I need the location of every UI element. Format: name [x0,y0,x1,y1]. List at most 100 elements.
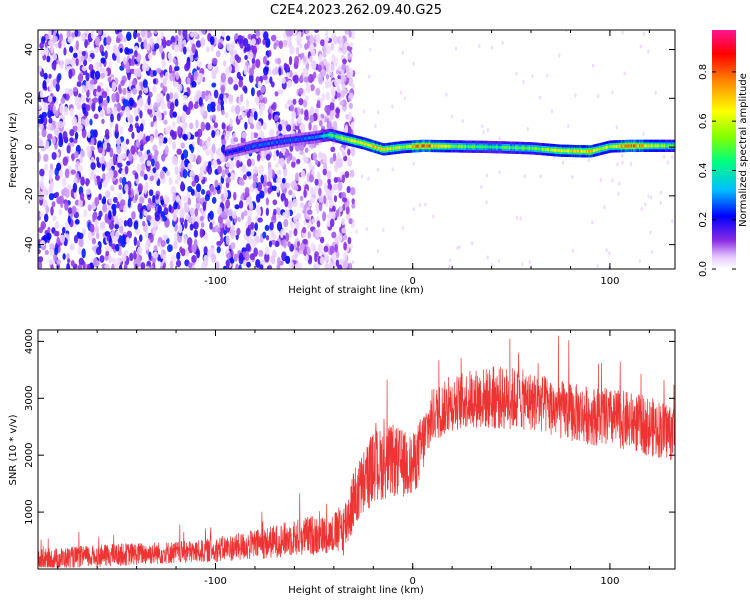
noise-blob [304,43,309,50]
noise-blob [137,246,143,255]
faint-blob [621,153,624,158]
signal-core [526,146,529,150]
signal-core [313,135,316,139]
noise-blob [294,249,299,259]
signal-core [275,140,278,144]
noise-blob [138,90,143,96]
noise-blob [223,60,227,67]
noise-blob [187,216,192,224]
signal-core [523,146,526,150]
noise-blob [169,108,174,119]
noise-blob [206,103,212,113]
signal-core [279,140,282,144]
noise-blob [177,84,183,92]
signal-core [410,145,413,149]
noise-blob [265,207,269,217]
signal-core [467,145,470,149]
noise-blob [169,260,174,269]
noise-blob [87,56,93,63]
noise-blob [46,55,51,63]
noise-blob [281,77,286,84]
noise-blob [67,36,73,43]
signal-core [631,144,635,148]
snr-marks [38,335,675,569]
signal-core [633,144,636,148]
noise-blob [347,236,352,245]
noise-blob [293,185,299,191]
signal-core [333,134,336,138]
noise-blob [166,244,173,253]
noise-blob [299,202,305,209]
noise-blob [125,111,131,118]
signal-core [543,147,546,151]
signal-core [592,149,596,153]
noise-blob [143,86,149,94]
noise-blob [348,262,353,269]
noise-blob [124,165,129,175]
signal-core [663,144,667,148]
noise-blob [302,98,308,108]
noise-blob [49,180,54,189]
signal-core [540,147,543,151]
noise-blob [44,42,48,48]
noise-blob [301,226,307,234]
signal-core [489,145,493,149]
noise-blob [239,180,245,186]
signal-core [345,137,348,141]
signal-core [336,135,339,139]
signal-core [623,144,626,148]
noise-blob [67,207,73,214]
signal-core [422,144,425,148]
signal-core [643,144,646,148]
noise-blob [133,250,137,261]
noise-blob [202,144,207,151]
noise-blob [67,30,71,39]
noise-blob [163,110,167,116]
faint-blob [497,259,501,264]
faint-blob [611,90,614,95]
noise-blob [70,260,75,267]
signal-core [235,149,238,152]
noise-blob [311,218,316,224]
noise-blob [44,163,49,172]
noise-blob [341,45,347,55]
noise-blob [104,128,110,137]
faint-blob [621,30,624,35]
noise-blob [111,203,117,210]
noise-blob [182,46,187,55]
noise-blob [310,186,314,196]
signal-core [289,138,293,142]
signal-core [443,144,446,148]
noise-blob [287,80,293,88]
signal-core [328,133,332,137]
signal-core [284,139,287,143]
noise-blob [91,237,96,245]
noise-blob [300,52,305,59]
noise-blob [248,237,252,245]
noise-blob [293,74,299,84]
noise-blob [314,30,320,34]
noise-blob [68,88,74,97]
faint-blob [515,215,519,220]
noise-blob [269,221,274,231]
noise-blob [56,162,62,172]
noise-blob [233,49,237,56]
signal-core [564,149,567,153]
noise-blob [95,232,100,240]
noise-blob [66,262,71,269]
signal-core [452,144,455,148]
noise-blob [295,46,300,55]
noise-blob [78,124,83,131]
noise-blob [234,66,239,73]
noise-blob [158,44,164,54]
faint-blob [666,160,669,165]
faint-blob [526,126,529,131]
noise-blob [146,265,150,269]
noise-blob [174,35,179,43]
noise-blob [172,111,178,118]
noise-blob [134,172,139,180]
signal-core [269,141,273,145]
noise-blob [96,175,101,186]
noise-blob [350,121,355,130]
noise-blob [130,145,136,155]
